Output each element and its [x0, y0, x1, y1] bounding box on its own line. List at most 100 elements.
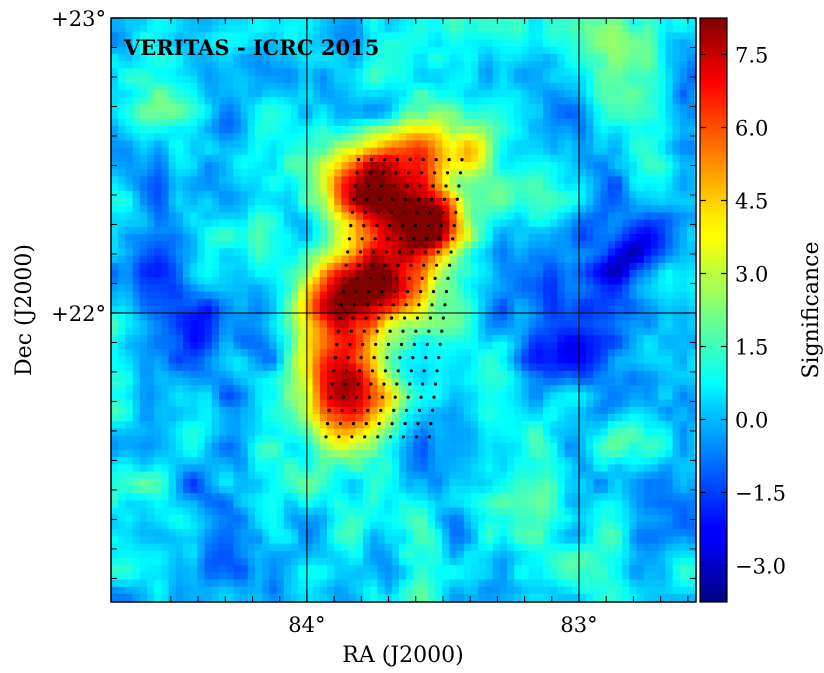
heatmap-cell: [399, 450, 407, 458]
heatmap-cell: [283, 18, 292, 26]
heatmap-cell: [175, 104, 184, 113]
heatmap-cell: [435, 126, 443, 134]
heatmap-cell: [154, 68, 162, 77]
heatmap-cell: [615, 198, 623, 206]
heatmap-cell: [139, 306, 148, 314]
heatmap-cell: [600, 46, 609, 55]
heatmap-cell: [449, 75, 458, 84]
heatmap-cell: [190, 219, 198, 228]
heatmap-cell: [586, 414, 594, 422]
heatmap-cell: [161, 248, 170, 257]
heatmap-cell: [478, 349, 486, 357]
heatmap-cell: [355, 255, 364, 264]
heatmap-cell: [211, 320, 220, 329]
heatmap-cell: [564, 169, 573, 177]
heatmap-cell: [370, 90, 378, 98]
heatmap-cell: [240, 68, 249, 77]
heatmap-cell: [298, 421, 306, 429]
heatmap-cell: [557, 313, 566, 321]
heatmap-cell: [276, 190, 285, 199]
heatmap-cell: [485, 262, 494, 271]
heatmap-cell: [161, 198, 170, 206]
heatmap-cell: [226, 270, 234, 278]
heatmap-cell: [139, 226, 148, 235]
heatmap-cell: [449, 406, 458, 415]
heatmap-cell: [492, 334, 501, 343]
heatmap-cell: [435, 32, 443, 41]
heatmap-cell: [399, 442, 407, 451]
heatmap-cell: [665, 140, 674, 149]
heatmap-cell: [463, 349, 472, 357]
heatmap-cell: [535, 392, 544, 401]
heatmap-cell: [672, 277, 681, 285]
heatmap-cell: [615, 262, 623, 271]
heatmap-cell: [528, 234, 537, 242]
heatmap-cell: [449, 118, 458, 127]
heatmap-cell: [593, 234, 602, 242]
heatmap-cell: [226, 39, 234, 48]
heatmap-cell: [449, 370, 458, 379]
heatmap-cell: [190, 385, 198, 393]
heatmap-cell: [168, 320, 177, 329]
heatmap-cell: [341, 392, 350, 401]
heatmap-cell: [276, 370, 285, 379]
heatmap-cell: [471, 133, 479, 141]
heatmap-cell: [535, 421, 544, 429]
heatmap-cell: [247, 428, 256, 437]
heatmap-cell: [355, 313, 364, 321]
heatmap-cell: [233, 262, 242, 271]
heatmap-cell: [377, 291, 386, 300]
heatmap-cell: [269, 205, 278, 213]
heatmap-cell: [658, 190, 666, 199]
heatmap-cell: [147, 82, 155, 91]
heatmap-cell: [111, 291, 119, 300]
heatmap-cell: [492, 392, 501, 401]
heatmap-cell: [665, 342, 674, 350]
heatmap-cell: [507, 399, 515, 408]
heatmap-cell: [327, 25, 335, 33]
heatmap-cell: [355, 183, 364, 192]
heatmap-cell: [327, 140, 335, 149]
heatmap-cell: [557, 291, 566, 300]
heatmap-cell: [247, 399, 256, 408]
heatmap-cell: [255, 320, 263, 329]
heatmap-cell: [118, 342, 126, 350]
heatmap-cell: [658, 270, 666, 278]
heatmap-cell: [377, 32, 386, 41]
heatmap-cell: [600, 342, 609, 350]
heatmap-cell: [154, 190, 162, 199]
heatmap-cell: [161, 392, 170, 401]
heatmap-cell: [341, 190, 350, 199]
heatmap-cell: [111, 183, 119, 192]
heatmap-cell: [658, 399, 666, 408]
heatmap-cell: [435, 219, 443, 228]
heatmap-cell: [435, 140, 443, 149]
heatmap-cell: [219, 255, 227, 264]
heatmap-cell: [161, 313, 170, 321]
heatmap-cell: [449, 313, 458, 321]
heatmap-cell: [478, 154, 486, 163]
heatmap-cell: [535, 75, 544, 84]
heatmap-cell: [579, 176, 587, 185]
heatmap-cell: [204, 97, 213, 105]
heatmap-cell: [211, 68, 220, 77]
heatmap-cell: [420, 363, 429, 372]
heatmap-cell: [399, 104, 407, 113]
heatmap-cell: [672, 370, 681, 379]
heatmap-cell: [507, 342, 515, 350]
heatmap-cell: [564, 140, 573, 149]
heatmap-cell: [211, 435, 220, 444]
heatmap-cell: [579, 198, 587, 206]
heatmap-cell: [687, 270, 695, 278]
heatmap-cell: [521, 18, 530, 26]
heatmap-cell: [521, 190, 530, 199]
heatmap-cell: [543, 320, 551, 329]
heatmap-cell: [528, 190, 537, 199]
heatmap-cell: [593, 61, 602, 69]
heatmap-cell: [442, 442, 450, 451]
heatmap-cell: [406, 320, 414, 329]
heatmap-cell: [240, 183, 249, 192]
heatmap-cell: [370, 277, 378, 285]
heatmap-cell: [183, 255, 191, 264]
heatmap-cell: [154, 277, 162, 285]
